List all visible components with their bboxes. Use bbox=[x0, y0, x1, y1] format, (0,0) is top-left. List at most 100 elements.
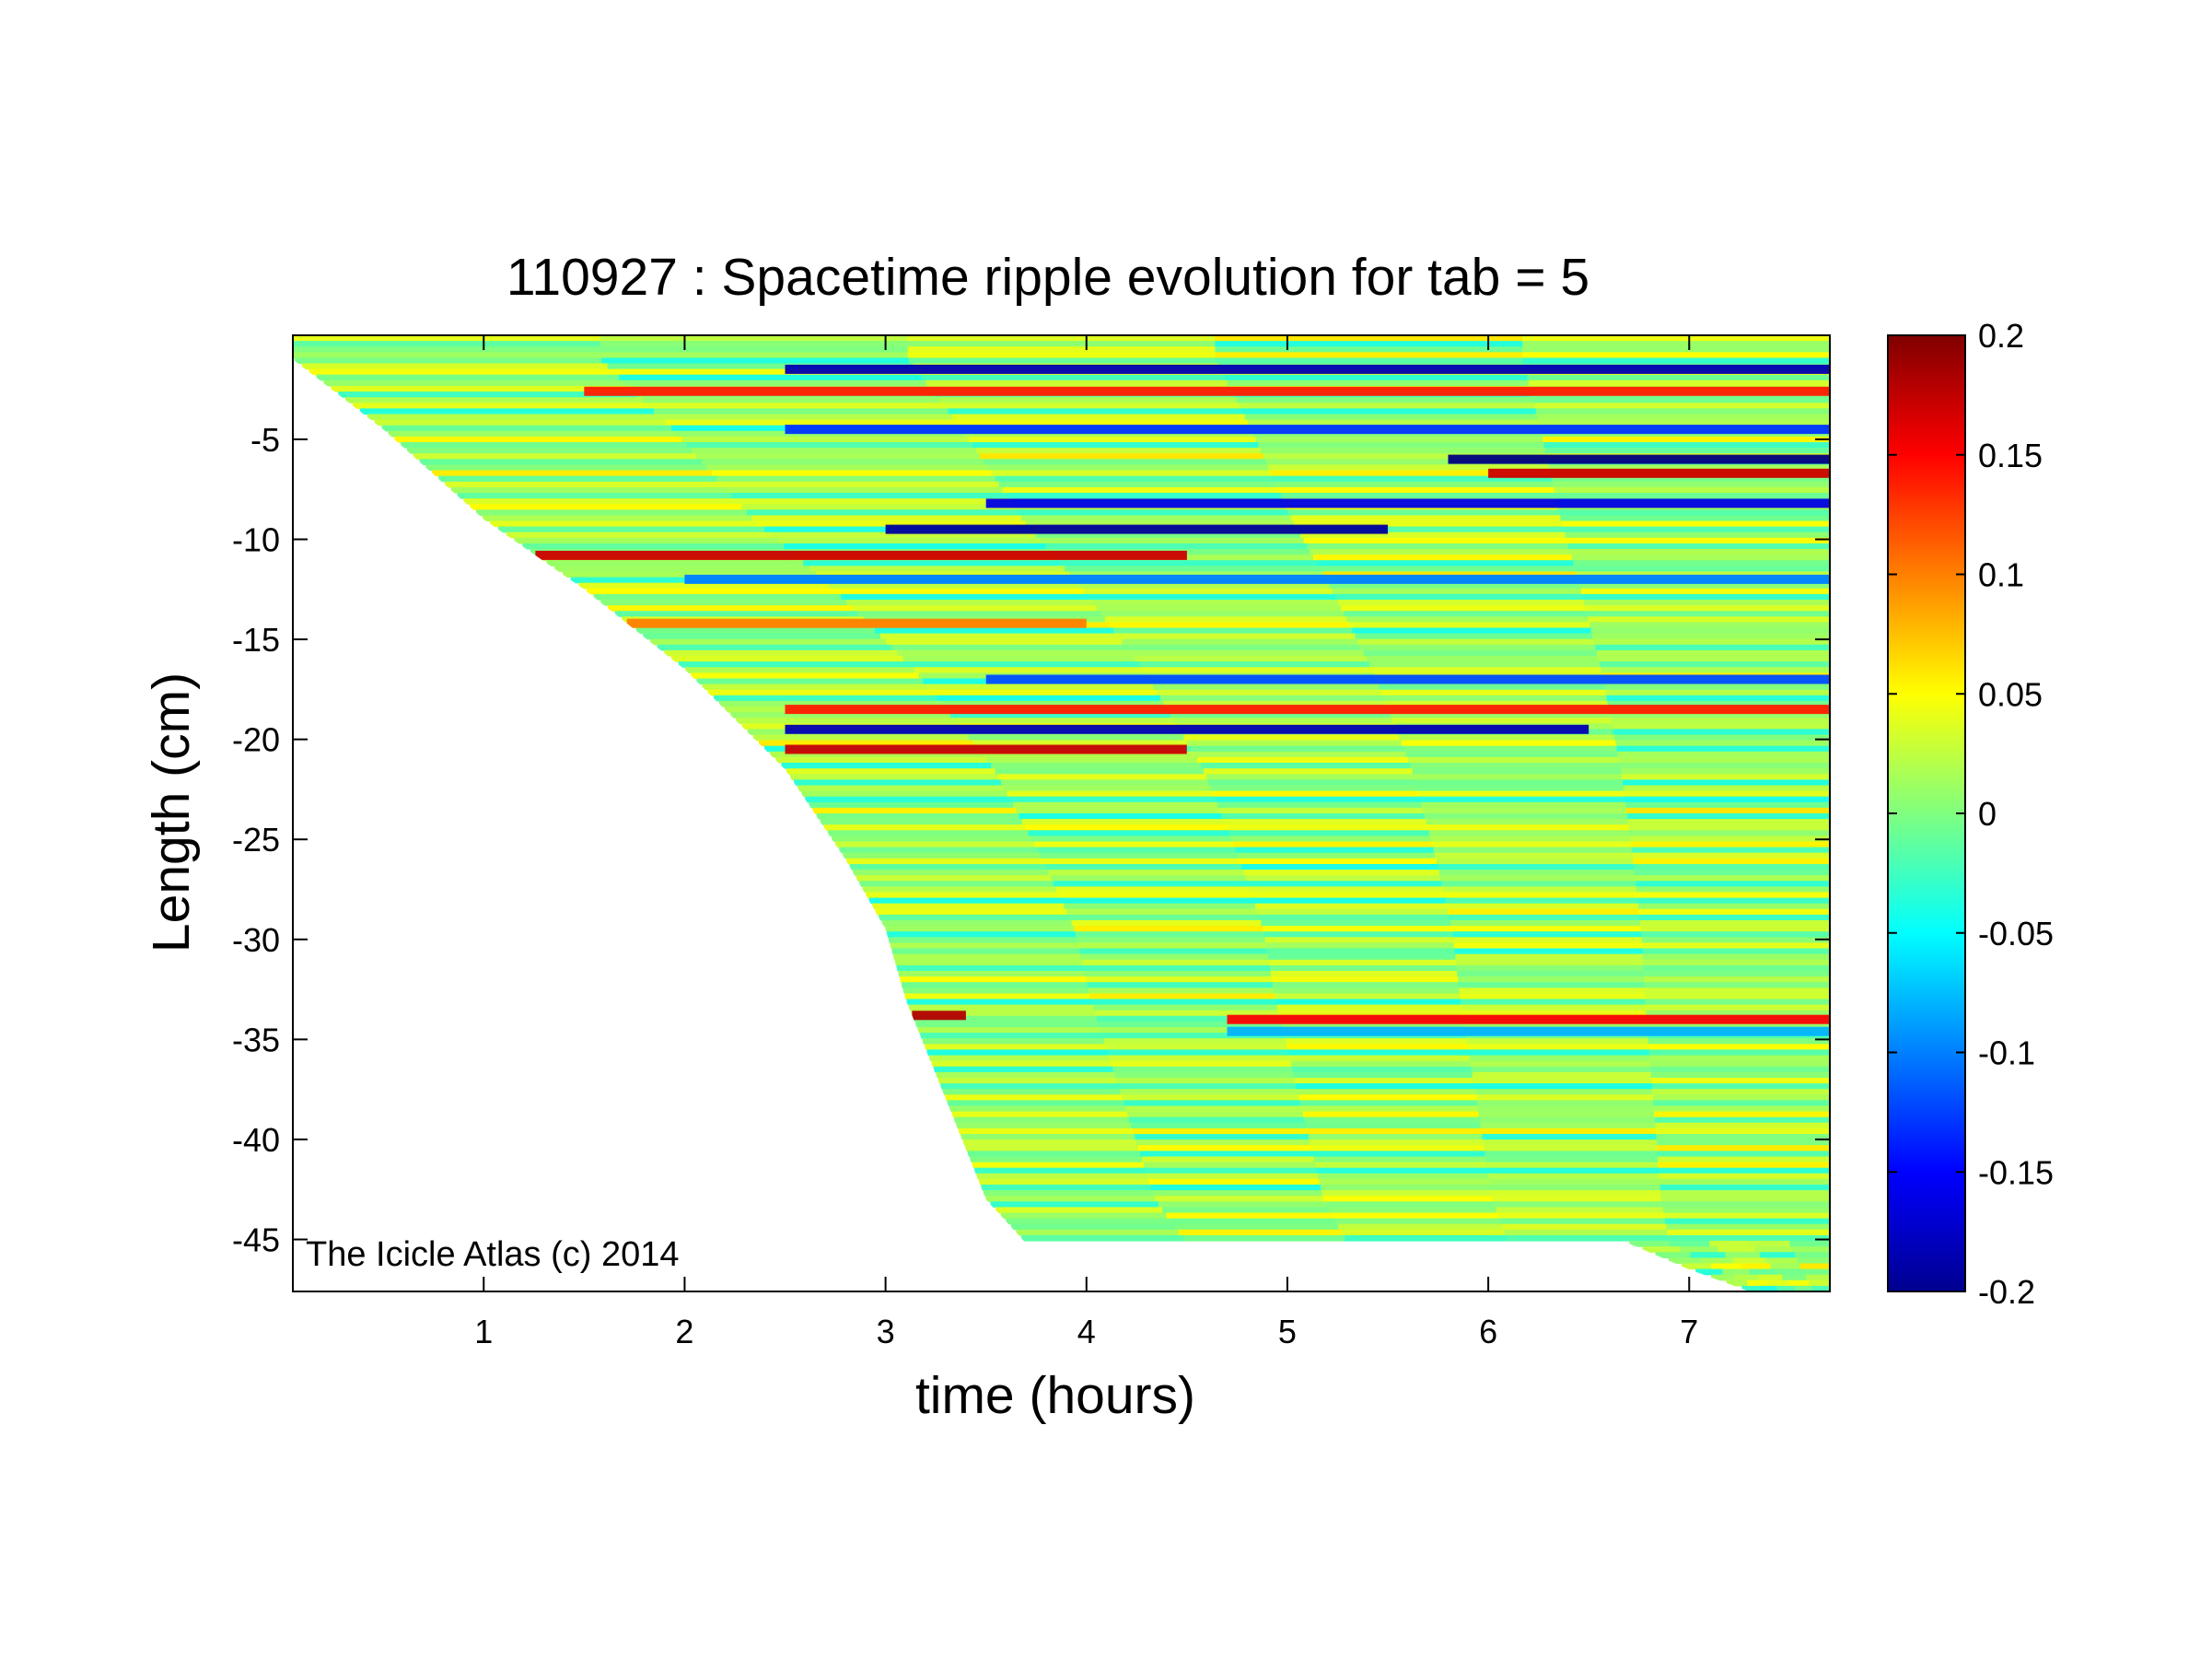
heatmap-cell bbox=[1300, 1100, 1478, 1107]
heatmap-cell bbox=[940, 1083, 1119, 1090]
heatmap-cell bbox=[381, 425, 672, 432]
heatmap-cell bbox=[1123, 1100, 1301, 1107]
heatmap-cell bbox=[1216, 357, 1524, 365]
heatmap-cell bbox=[1152, 1190, 1323, 1197]
heatmap-cell bbox=[692, 448, 977, 454]
heatmap-cell bbox=[1614, 734, 1830, 742]
heatmap-cell bbox=[1004, 785, 1212, 792]
heatmap-cell bbox=[670, 656, 904, 662]
heatmap-cell bbox=[1030, 835, 1232, 843]
heatmap-cell bbox=[1083, 964, 1271, 972]
heatmap-cell bbox=[425, 464, 707, 472]
heatmap-cell bbox=[1271, 971, 1458, 977]
heatmap-cell bbox=[1264, 937, 1454, 944]
heatmap-cell bbox=[1236, 397, 1534, 403]
heatmap-cell bbox=[803, 560, 1061, 567]
heatmap-cell bbox=[1601, 667, 1830, 673]
heatmap-cell bbox=[1118, 1083, 1298, 1090]
heatmap-cell bbox=[1799, 1263, 1830, 1270]
heatmap-cell bbox=[1307, 1127, 1483, 1135]
heatmap-cell bbox=[1522, 346, 1830, 353]
heatmap-cell bbox=[872, 903, 1065, 910]
heatmap-cell bbox=[293, 341, 601, 347]
heatmap-cell bbox=[1341, 1229, 1506, 1236]
heatmap-cell bbox=[1456, 964, 1644, 972]
plot-frame bbox=[292, 334, 1831, 1292]
heatmap-cell bbox=[931, 1060, 1112, 1068]
heatmap-cell bbox=[985, 1196, 1156, 1202]
heatmap-cell bbox=[897, 649, 1132, 657]
heatmap-cell bbox=[407, 448, 693, 454]
heatmap-cell bbox=[1806, 1274, 1830, 1281]
heatmap-cell bbox=[1754, 1246, 1793, 1253]
heatmap-cell bbox=[874, 627, 1114, 635]
heatmap-cell bbox=[1130, 649, 1365, 657]
heatmap-cell bbox=[1458, 982, 1645, 988]
heatmap-cell bbox=[995, 475, 1275, 483]
heatmap-cell bbox=[1040, 852, 1239, 859]
heatmap-cell bbox=[1522, 352, 1830, 359]
heatmap-cell bbox=[1383, 695, 1608, 702]
heatmap-cell bbox=[1244, 414, 1538, 421]
heatmap-cell bbox=[1475, 1094, 1654, 1102]
heatmap-cell bbox=[1504, 1229, 1668, 1236]
heatmap-cell bbox=[1016, 807, 1220, 814]
heatmap-cell bbox=[1653, 1105, 1830, 1113]
heatmap-cell bbox=[1045, 543, 1308, 550]
ripple-band bbox=[785, 724, 1589, 734]
heatmap-cell bbox=[1622, 774, 1830, 781]
heatmap-cell bbox=[771, 532, 1037, 539]
heatmap-cell bbox=[1573, 560, 1830, 567]
heatmap-cell bbox=[1453, 942, 1643, 950]
heatmap-cell bbox=[936, 1071, 1116, 1079]
heatmap-cell bbox=[1587, 611, 1830, 617]
heatmap-cell bbox=[1412, 768, 1622, 775]
ripple-band bbox=[785, 705, 1830, 715]
y-tick-label: -15 bbox=[232, 621, 280, 659]
heatmap-cell bbox=[929, 1055, 1111, 1062]
heatmap-cell bbox=[1006, 1218, 1171, 1225]
heatmap-cell bbox=[1612, 723, 1830, 730]
heatmap-cell bbox=[730, 712, 951, 719]
heatmap-cell bbox=[1290, 1060, 1472, 1068]
heatmap-cell bbox=[1051, 875, 1247, 882]
heatmap-cell bbox=[1655, 1252, 1692, 1259]
heatmap-cell bbox=[1316, 560, 1574, 567]
heatmap-cell bbox=[1399, 734, 1615, 742]
heatmap-cell bbox=[1631, 847, 1830, 854]
heatmap-cell bbox=[554, 566, 810, 573]
heatmap-cell bbox=[1319, 1178, 1490, 1186]
heatmap-cell bbox=[1624, 796, 1830, 803]
heatmap-cell bbox=[1243, 870, 1440, 876]
heatmap-cell bbox=[1596, 649, 1830, 657]
x-tick-label: 5 bbox=[1278, 1313, 1297, 1350]
heatmap-cell bbox=[293, 352, 601, 359]
heatmap-cell bbox=[1258, 442, 1545, 449]
heatmap-cell bbox=[1607, 700, 1830, 707]
heatmap-cell bbox=[1217, 801, 1423, 809]
heatmap-cell bbox=[1649, 1055, 1830, 1062]
heatmap-cell bbox=[1599, 661, 1830, 668]
heatmap-cell bbox=[1487, 1167, 1659, 1174]
heatmap-cell bbox=[907, 335, 1216, 342]
heatmap-cell bbox=[1428, 830, 1630, 837]
y-tick-label: -45 bbox=[232, 1221, 280, 1259]
heatmap-cell bbox=[839, 847, 1038, 854]
heatmap-cell bbox=[1092, 600, 1339, 606]
heatmap-cell bbox=[1021, 819, 1225, 825]
heatmap-cell bbox=[1659, 1173, 1830, 1180]
heatmap-cell bbox=[601, 357, 910, 365]
heatmap-cell bbox=[1313, 1156, 1487, 1163]
heatmap-cell bbox=[1083, 588, 1333, 595]
heatmap-cell bbox=[942, 1089, 1121, 1095]
heatmap-cell bbox=[751, 515, 1022, 522]
heatmap-cell bbox=[921, 374, 1226, 381]
heatmap-cell bbox=[881, 920, 1073, 927]
heatmap-cell bbox=[1485, 1156, 1659, 1163]
heatmap-cell bbox=[968, 734, 1185, 742]
heatmap-cell bbox=[1680, 1246, 1718, 1253]
heatmap-cell bbox=[1205, 774, 1415, 781]
heatmap-cell bbox=[482, 515, 752, 522]
heatmap-cell bbox=[1652, 1094, 1830, 1102]
heatmap-cell bbox=[1571, 555, 1830, 561]
